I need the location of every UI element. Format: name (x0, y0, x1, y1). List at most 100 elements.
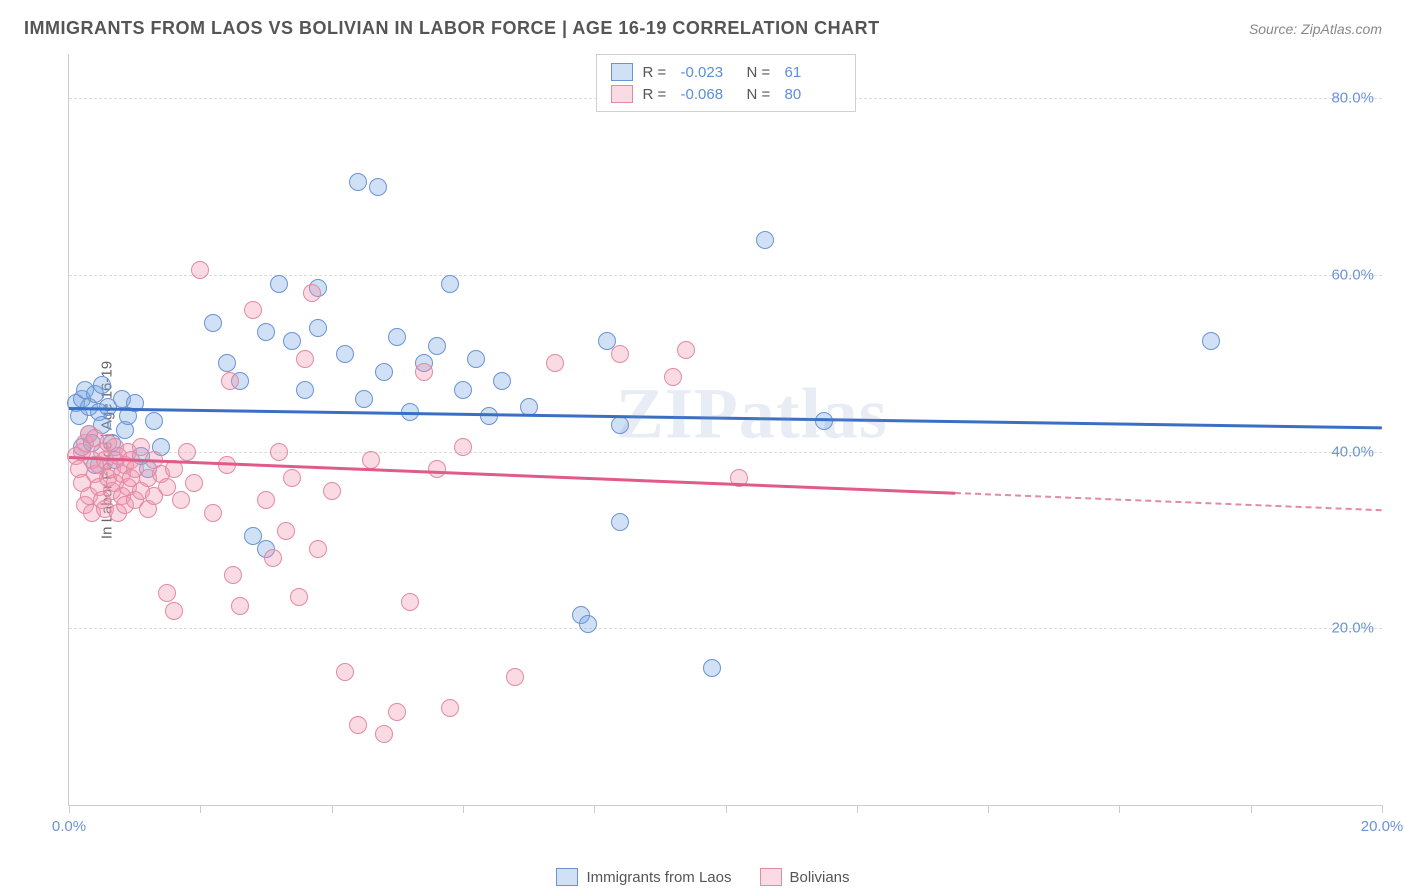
y-tick-label: 80.0% (1331, 90, 1374, 107)
scatter-point-laos (441, 275, 459, 293)
scatter-point-laos (369, 178, 387, 196)
scatter-point-bolivia (388, 703, 406, 721)
legend-label: Immigrants from Laos (586, 869, 731, 886)
x-tick (463, 805, 464, 813)
scatter-point-laos (204, 314, 222, 332)
scatter-point-bolivia (257, 491, 275, 509)
legend-swatch (611, 85, 633, 103)
scatter-point-bolivia (191, 261, 209, 279)
scatter-point-laos (257, 323, 275, 341)
correlation-legend: R =-0.023N =61 R = -0.068 N = 80 (596, 54, 856, 112)
scatter-point-laos (283, 332, 301, 350)
x-tick (726, 805, 727, 813)
scatter-point-laos (454, 381, 472, 399)
n-value: 80 (785, 86, 841, 103)
y-tick-label: 40.0% (1331, 443, 1374, 460)
scatter-point-laos (467, 350, 485, 368)
scatter-point-bolivia (546, 354, 564, 372)
scatter-point-bolivia (362, 451, 380, 469)
scatter-point-laos (93, 376, 111, 394)
gridline (69, 275, 1382, 276)
x-tick (1382, 805, 1383, 813)
gridline (69, 452, 1382, 453)
x-tick (332, 805, 333, 813)
x-tick-label: 0.0% (52, 818, 86, 835)
scatter-point-bolivia (165, 602, 183, 620)
scatter-point-laos (388, 328, 406, 346)
scatter-point-bolivia (349, 716, 367, 734)
scatter-point-laos (611, 416, 629, 434)
trend-line-dash-bolivia (955, 492, 1382, 511)
legend-swatch (556, 868, 578, 886)
r-value: -0.023 (681, 64, 737, 81)
n-value: 61 (785, 64, 841, 81)
scatter-point-bolivia (270, 443, 288, 461)
chart-container: In Labor Force | Age 16-19 ZIPatlas R =-… (24, 54, 1382, 846)
legend-stat-row-bolivia: R = -0.068 N = 80 (611, 83, 841, 105)
scatter-point-bolivia (428, 460, 446, 478)
x-tick (69, 805, 70, 813)
x-tick (857, 805, 858, 813)
legend-item-bolivia: Bolivians (760, 868, 850, 886)
y-tick-label: 20.0% (1331, 620, 1374, 637)
watermark: ZIPatlas (616, 373, 888, 456)
scatter-point-bolivia (454, 438, 472, 456)
legend-stat-row-laos: R =-0.023N =61 (611, 61, 841, 83)
scatter-point-bolivia (415, 363, 433, 381)
scatter-point-bolivia (231, 597, 249, 615)
x-tick (1251, 805, 1252, 813)
n-label: N = (747, 86, 775, 103)
scatter-point-bolivia (323, 482, 341, 500)
y-tick-label: 60.0% (1331, 266, 1374, 283)
x-tick (594, 805, 595, 813)
legend-swatch (760, 868, 782, 886)
scatter-point-laos (428, 337, 446, 355)
scatter-point-laos (218, 354, 236, 372)
legend-swatch (611, 63, 633, 81)
gridline (69, 628, 1382, 629)
scatter-point-bolivia (441, 699, 459, 717)
trend-line-bolivia (69, 456, 955, 495)
scatter-point-bolivia (506, 668, 524, 686)
plot-area: ZIPatlas R =-0.023N =61 R = -0.068 N = 80 20… (68, 54, 1382, 806)
scatter-point-bolivia (158, 584, 176, 602)
x-tick (988, 805, 989, 813)
scatter-point-bolivia (204, 504, 222, 522)
scatter-point-bolivia (221, 372, 239, 390)
scatter-point-bolivia (277, 522, 295, 540)
series-legend: Immigrants from Laos Bolivians (0, 868, 1406, 886)
scatter-point-bolivia (401, 593, 419, 611)
legend-label: Bolivians (790, 869, 850, 886)
scatter-point-laos (336, 345, 354, 363)
scatter-point-laos (756, 231, 774, 249)
scatter-point-bolivia (283, 469, 301, 487)
scatter-point-bolivia (185, 474, 203, 492)
scatter-point-bolivia (375, 725, 393, 743)
scatter-point-bolivia (303, 284, 321, 302)
scatter-point-bolivia (611, 345, 629, 363)
x-tick (200, 805, 201, 813)
scatter-point-bolivia (309, 540, 327, 558)
scatter-point-bolivia (264, 549, 282, 567)
scatter-point-laos (493, 372, 511, 390)
x-tick-label: 20.0% (1361, 818, 1404, 835)
scatter-point-laos (1202, 332, 1220, 350)
scatter-point-bolivia (290, 588, 308, 606)
chart-title: IMMIGRANTS FROM LAOS VS BOLIVIAN IN LABO… (24, 18, 880, 39)
scatter-point-laos (355, 390, 373, 408)
scatter-point-bolivia (244, 301, 262, 319)
scatter-point-laos (611, 513, 629, 531)
scatter-point-bolivia (336, 663, 354, 681)
scatter-point-bolivia (296, 350, 314, 368)
scatter-point-bolivia (677, 341, 695, 359)
r-value: -0.068 (681, 86, 737, 103)
x-tick (1119, 805, 1120, 813)
scatter-point-bolivia (172, 491, 190, 509)
r-label: R = (643, 86, 671, 103)
legend-item-laos: Immigrants from Laos (556, 868, 731, 886)
scatter-point-laos (375, 363, 393, 381)
scatter-point-laos (309, 319, 327, 337)
source-label: Source: ZipAtlas.com (1249, 21, 1382, 37)
scatter-point-laos (145, 412, 163, 430)
scatter-point-laos (703, 659, 721, 677)
